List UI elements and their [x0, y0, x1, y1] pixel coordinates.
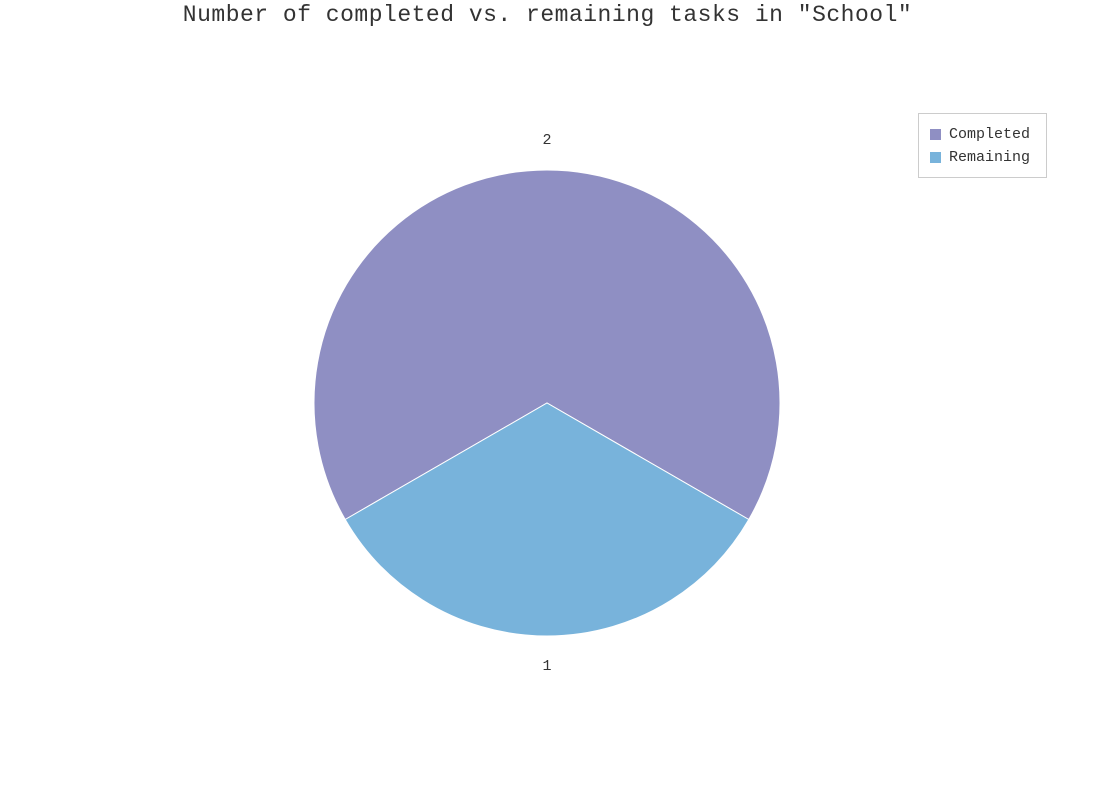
legend-item-completed: Completed [930, 125, 1030, 143]
legend-label-completed: Completed [949, 125, 1031, 143]
pie-labels: 21 [542, 132, 551, 675]
legend-label-remaining: Remaining [949, 148, 1031, 166]
pie-slice-completed [313, 169, 781, 521]
chart-title: Number of completed vs. remaining tasks … [182, 2, 913, 28]
legend-item-remaining: Remaining [930, 148, 1030, 166]
pie-slice-remaining [344, 402, 750, 637]
data-label-remaining: 1 [542, 658, 551, 675]
pie-slices [313, 169, 781, 637]
data-label-completed: 2 [542, 132, 551, 149]
legend-swatch-remaining [930, 151, 941, 163]
chart-legend: Completed Remaining [918, 113, 1047, 178]
legend-swatch-completed [930, 128, 941, 140]
